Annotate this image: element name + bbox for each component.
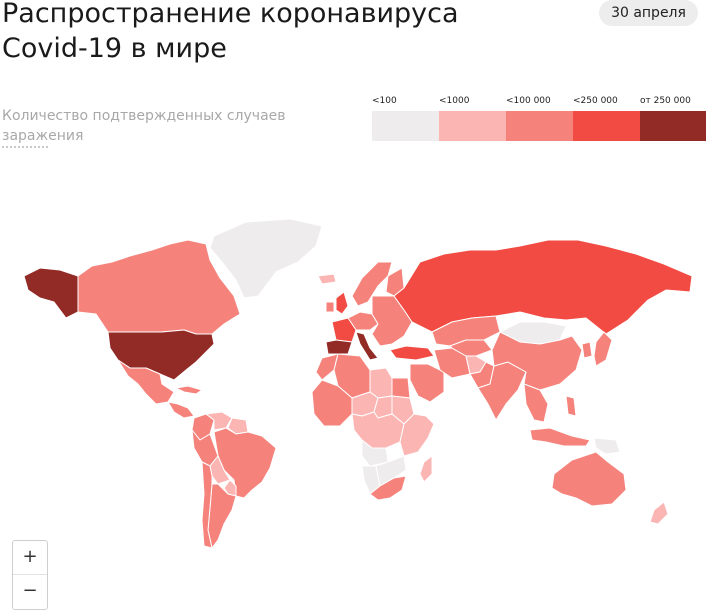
region-southeast-asia[interactable] [523,383,549,423]
legend-label: <100 [372,96,397,106]
legend-item-lt100: <100 [372,96,439,141]
zoom-control: + − [12,540,48,610]
caption-underline [2,146,48,148]
region-philippines[interactable] [565,395,577,417]
legend-swatch [640,111,706,141]
region-indonesia[interactable] [529,427,591,447]
legend-swatch [573,111,640,141]
region-saudi-arabia[interactable] [409,363,445,403]
legend-label: <1000 [439,96,470,106]
legend-label: <100 000 [506,96,551,106]
region-greenland[interactable] [209,218,323,299]
region-central-america[interactable] [167,401,195,419]
region-chile[interactable] [201,461,213,549]
legend-swatch [506,111,573,141]
legend-label: от 250 000 [640,96,691,106]
region-spain[interactable] [325,339,353,355]
zoom-out-button[interactable]: − [22,580,38,601]
date-badge[interactable]: 30 апреля [599,0,698,26]
region-central-africa[interactable] [351,411,405,449]
region-mexico[interactable] [117,359,175,405]
region-brazil[interactable] [213,427,277,499]
region-egypt[interactable] [391,377,411,399]
legend-item-lt100000: <100 000 [506,96,573,141]
region-libya[interactable] [369,367,393,399]
region-ireland[interactable] [325,301,335,313]
zoom-in-button[interactable]: + [13,541,47,575]
region-china[interactable] [491,331,583,391]
region-morocco[interactable] [315,353,339,381]
region-italy[interactable] [355,331,379,361]
region-russia[interactable] [393,239,693,335]
region-new-zealand[interactable] [649,501,669,525]
region-korea[interactable] [581,341,593,359]
region-kazakhstan[interactable] [431,315,501,347]
region-australia[interactable] [551,451,627,507]
legend-swatch [372,111,439,141]
page-title: Распространение коронавируса Covid-19 в … [2,0,459,64]
region-iceland[interactable] [317,273,337,285]
legend-item-lt250000: <250 000 [573,96,640,141]
region-japan[interactable] [593,331,613,367]
legend-swatch [439,111,506,141]
region-usa[interactable] [107,329,215,381]
region-uk[interactable] [335,291,349,315]
legend-item-from250000: от 250 000 [640,96,706,141]
legend-item-lt1000: <1000 [439,96,506,141]
region-east-africa[interactable] [399,413,435,457]
world-map[interactable] [0,190,708,560]
region-turkey[interactable] [389,345,435,361]
region-madagascar[interactable] [419,455,433,483]
region-cuba[interactable] [175,385,203,395]
region-papua-new-guinea[interactable] [593,437,621,455]
region-india[interactable] [477,361,527,421]
region-alaska[interactable] [23,267,79,319]
legend: <100 <1000 <100 000 <250 000 от 250 000 [372,96,708,141]
legend-label: <250 000 [573,96,618,106]
region-france[interactable] [331,317,357,343]
legend-caption: Количество подтвержденных случаев зараже… [2,108,286,144]
region-south-africa[interactable] [369,475,407,501]
region-central-asia[interactable] [449,339,493,357]
